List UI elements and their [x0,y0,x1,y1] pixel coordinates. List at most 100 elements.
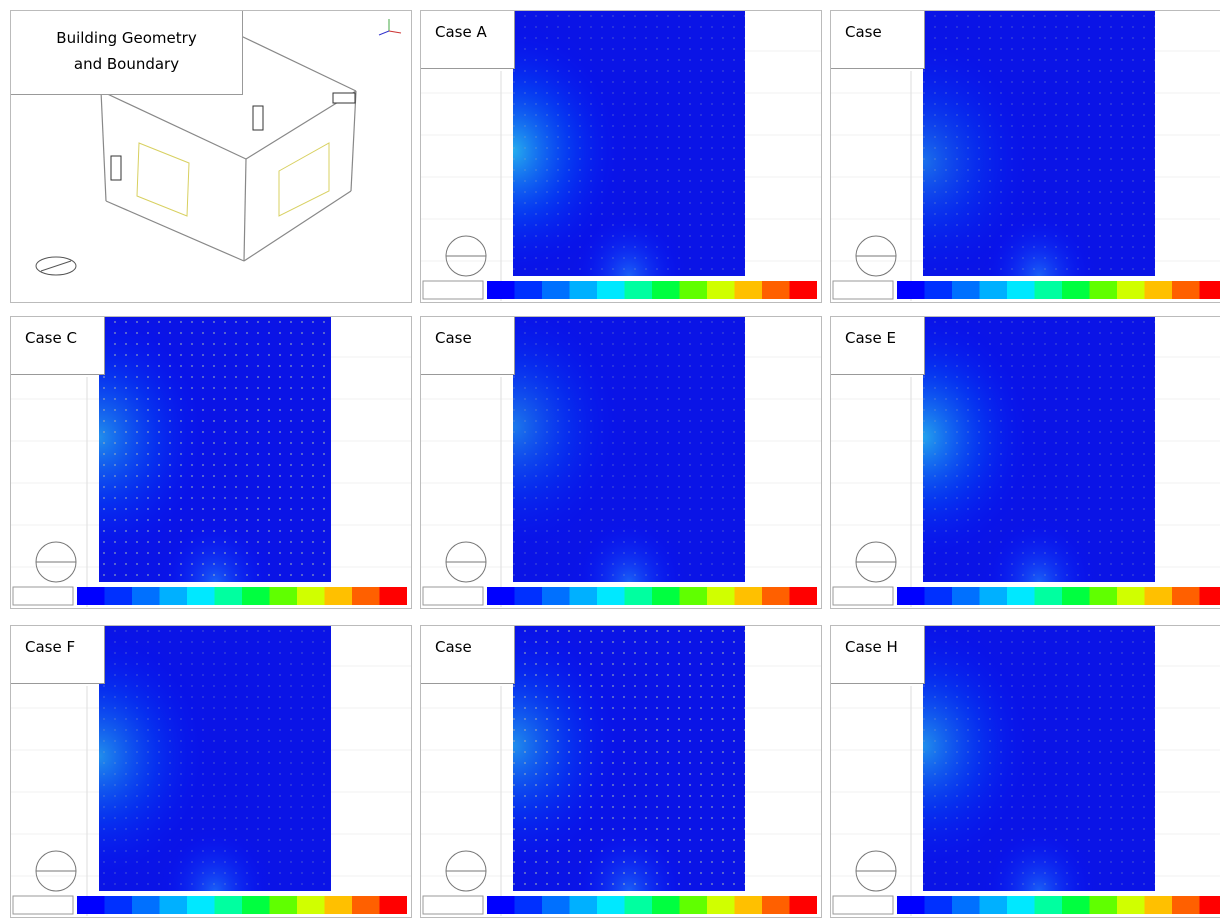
color-bar [215,896,243,914]
legend-box [833,281,893,299]
panel: Case E [830,316,1220,609]
label-line: Building Geometry [25,25,228,51]
color-bar [735,587,763,605]
panel-label: Case C [11,317,105,375]
color-bar [242,896,270,914]
panel: Case C [10,316,412,609]
color-bar [77,587,105,605]
vector-grid [513,626,745,891]
color-bar [570,896,598,914]
color-bar [487,896,515,914]
color-bar [1007,896,1035,914]
color-bar [897,281,925,299]
color-bar [487,587,515,605]
legend-box [423,587,483,605]
label-line: and Boundary [25,51,228,77]
color-bar [1090,587,1118,605]
color-bar [1145,896,1173,914]
vector-grid [513,11,745,276]
color-bar [570,587,598,605]
color-bar [1007,281,1035,299]
edge [244,159,246,261]
color-bar [625,896,653,914]
color-bar [1117,896,1145,914]
color-bar [1200,587,1220,605]
color-bar [352,896,380,914]
color-bar [1007,587,1035,605]
color-bar [1062,281,1090,299]
color-bar [925,587,953,605]
color-bar [270,587,298,605]
legend-box [423,281,483,299]
panel-label: Case [421,317,515,375]
color-bar [1035,587,1063,605]
color-bar [952,587,980,605]
color-bar [1090,281,1118,299]
compass [41,261,71,271]
panel: Case [830,10,1220,303]
color-bar [77,896,105,914]
color-bar [762,587,790,605]
panel-label: Case F [11,626,105,684]
color-bar [735,896,763,914]
vector-grid [99,317,331,582]
color-bar [680,281,708,299]
color-bar [1035,281,1063,299]
color-bar [1062,587,1090,605]
color-bar [542,587,570,605]
color-bar [1172,896,1200,914]
color-bar [187,587,215,605]
color-bar [652,896,680,914]
color-bar [380,587,408,605]
legend-box [423,896,483,914]
color-bar [1172,587,1200,605]
color-bar [652,281,680,299]
color-bar [980,587,1008,605]
color-bar [680,896,708,914]
color-bar [597,281,625,299]
color-bar [625,587,653,605]
panel: Case H [830,625,1220,918]
color-bar [105,896,133,914]
color-bar [735,281,763,299]
color-bar [160,587,188,605]
color-bar [160,896,188,914]
edge [244,191,351,261]
panel-label: Case E [831,317,925,375]
color-bar [187,896,215,914]
color-bar [1117,281,1145,299]
axis-icon [389,31,401,33]
edge [351,91,356,191]
edge [106,201,244,261]
color-bar [215,587,243,605]
color-bar [980,281,1008,299]
color-bar [242,587,270,605]
opening [111,156,121,180]
color-bar [707,587,735,605]
color-bar [1172,281,1200,299]
color-bar [707,896,735,914]
panel: Case F [10,625,412,918]
edge [101,91,246,159]
color-bar [980,896,1008,914]
panel: Case A [420,10,822,303]
edge [241,36,356,91]
color-bar [762,281,790,299]
legend-box [13,587,73,605]
window [279,143,329,216]
color-bar [297,896,325,914]
edge [101,91,106,201]
color-bar [105,587,133,605]
vector-grid [923,626,1155,891]
vector-grid [513,317,745,582]
color-bar [952,896,980,914]
color-bar [132,896,160,914]
color-bar [487,281,515,299]
color-bar [1145,587,1173,605]
color-bar [625,281,653,299]
color-bar [597,587,625,605]
color-bar [790,587,818,605]
